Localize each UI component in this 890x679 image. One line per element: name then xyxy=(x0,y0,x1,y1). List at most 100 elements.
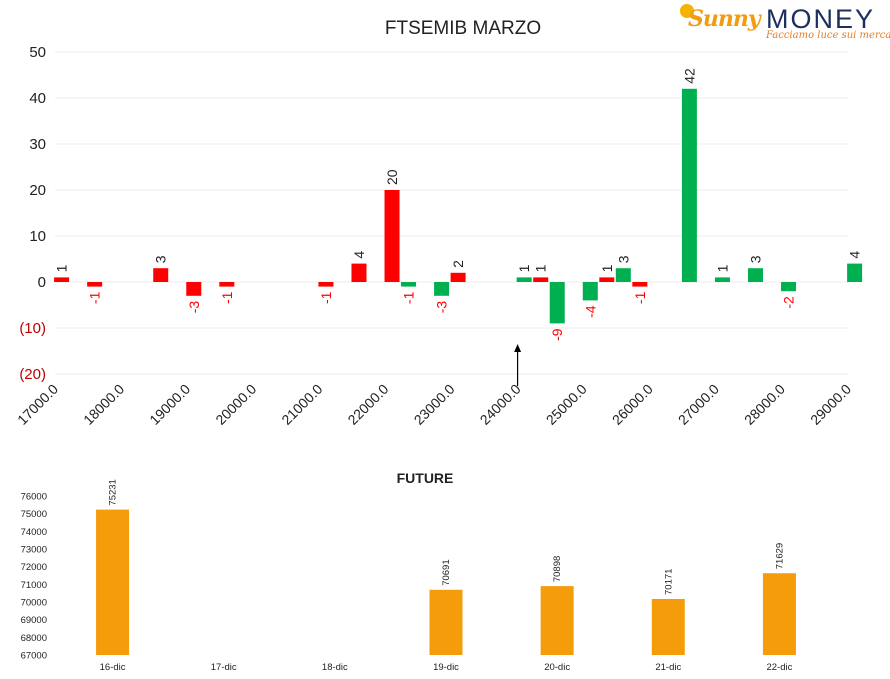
y-tick-label: 69000 xyxy=(21,615,47,626)
logo-tagline: Facciamo luce sui mercati xyxy=(766,30,890,41)
bar-red xyxy=(632,282,648,287)
data-label: 70691 xyxy=(441,559,452,585)
sun-icon xyxy=(680,4,694,18)
x-tick-label: 22-dic xyxy=(766,662,792,673)
data-label: -1 xyxy=(401,291,417,304)
x-tick-label: 28000.0 xyxy=(741,381,788,428)
x-tick-label: 22000.0 xyxy=(344,381,391,428)
data-label: 70171 xyxy=(663,569,674,595)
x-tick-label: 18000.0 xyxy=(80,381,127,428)
y-tick-label: 76000 xyxy=(21,492,47,503)
x-tick-label: 24000.0 xyxy=(477,381,524,428)
y-tick-label: 0 xyxy=(38,274,46,291)
bar-future xyxy=(429,589,463,655)
x-tick-label: 17-dic xyxy=(211,662,237,673)
data-label: 1 xyxy=(533,264,549,272)
y-tick-label: 67000 xyxy=(21,651,47,662)
data-label: 71629 xyxy=(774,543,785,569)
y-tick-label: 70000 xyxy=(21,598,47,609)
data-label: -2 xyxy=(781,296,797,309)
x-tick-label: 19-dic xyxy=(433,662,459,673)
bar-red xyxy=(318,282,334,287)
data-label: 1 xyxy=(54,264,70,272)
bar-green xyxy=(747,268,763,282)
data-label: -1 xyxy=(219,291,235,304)
bar-green xyxy=(582,282,598,301)
data-label: 3 xyxy=(153,255,169,263)
data-label: 20 xyxy=(384,169,400,185)
y-tick-label: 73000 xyxy=(21,545,47,556)
y-tick-label: 50 xyxy=(29,44,46,61)
sunny-money-logo: Sunny MONEY Facciamo luce sui mercati xyxy=(680,4,890,44)
x-tick-label: 18-dic xyxy=(322,662,348,673)
bar-red xyxy=(186,282,202,296)
x-tick-label: 25000.0 xyxy=(543,381,590,428)
data-label: 70898 xyxy=(552,556,563,582)
y-tick-label: 71000 xyxy=(21,580,47,591)
data-label: 4 xyxy=(351,251,367,259)
data-label: 3 xyxy=(747,255,763,263)
data-label: 4 xyxy=(847,251,863,259)
y-tick-label: 74000 xyxy=(21,527,47,538)
data-label: 1 xyxy=(516,264,532,272)
data-label: 3 xyxy=(615,255,631,263)
bar-red xyxy=(219,282,235,287)
bar-red xyxy=(87,282,103,287)
bar-red xyxy=(153,268,169,282)
bar-red xyxy=(599,277,615,282)
x-tick-label: 19000.0 xyxy=(146,381,193,428)
bar-future xyxy=(540,586,574,655)
bar-green xyxy=(516,277,532,282)
x-tick-label: 26000.0 xyxy=(609,381,656,428)
x-tick-label: 21000.0 xyxy=(278,381,325,428)
data-label: 1 xyxy=(714,264,730,272)
future-chart: FUTURE 76000 75000 74000 73000 72000 71000 7000… xyxy=(21,470,796,673)
bar-green xyxy=(434,282,450,296)
data-label: -3 xyxy=(186,301,202,314)
bar-green xyxy=(781,282,797,292)
x-tick-label: 21-dic xyxy=(655,662,681,673)
logo-brand-part1: Sunny xyxy=(688,6,761,32)
data-label: -1 xyxy=(632,291,648,304)
data-label: 1 xyxy=(599,264,615,272)
chart-title: FTSEMIB MARZO xyxy=(385,18,541,39)
bar-red xyxy=(384,190,400,282)
bar-red xyxy=(450,272,466,282)
bar-future xyxy=(762,573,796,655)
data-label: -4 xyxy=(582,305,598,318)
logo-brand-part2: MONEY xyxy=(766,4,876,34)
y-tick-label: (10) xyxy=(19,320,46,337)
bar-green xyxy=(681,88,697,282)
bar-green xyxy=(549,282,565,324)
y-tick-label: 72000 xyxy=(21,562,47,573)
bar-red xyxy=(54,277,70,282)
bar-future xyxy=(651,598,685,655)
x-tick-label: 23000.0 xyxy=(411,381,458,428)
bar-green xyxy=(847,263,863,282)
arrow-marker xyxy=(514,344,522,386)
y-tick-label: (20) xyxy=(19,366,46,383)
bar-future xyxy=(96,509,130,655)
x-tick-label: 20-dic xyxy=(544,662,570,673)
arrow-head xyxy=(514,344,522,352)
options-chart: FTSEMIB MARZO 50 40 30 20 10 0 (10) (20)17000.0 1… xyxy=(14,18,863,428)
data-label: 42 xyxy=(681,68,697,84)
bar-red xyxy=(351,263,367,282)
data-label: -1 xyxy=(87,291,103,304)
y-tick-label: 30 xyxy=(29,136,46,153)
bar-green xyxy=(615,268,631,282)
bar-green xyxy=(714,277,730,282)
bar-red xyxy=(533,277,549,282)
bar-green xyxy=(401,282,417,287)
data-label: -1 xyxy=(318,291,334,304)
x-tick-label: 16-dic xyxy=(100,662,126,673)
x-tick-label: 17000.0 xyxy=(14,381,61,428)
data-label: 75231 xyxy=(108,479,119,505)
chart-title: FUTURE xyxy=(397,470,454,486)
y-tick-label: 20 xyxy=(29,182,46,199)
x-tick-label: 20000.0 xyxy=(212,381,259,428)
data-label: 2 xyxy=(450,260,466,268)
data-label: -9 xyxy=(549,328,565,341)
y-tick-label: 68000 xyxy=(21,633,47,644)
